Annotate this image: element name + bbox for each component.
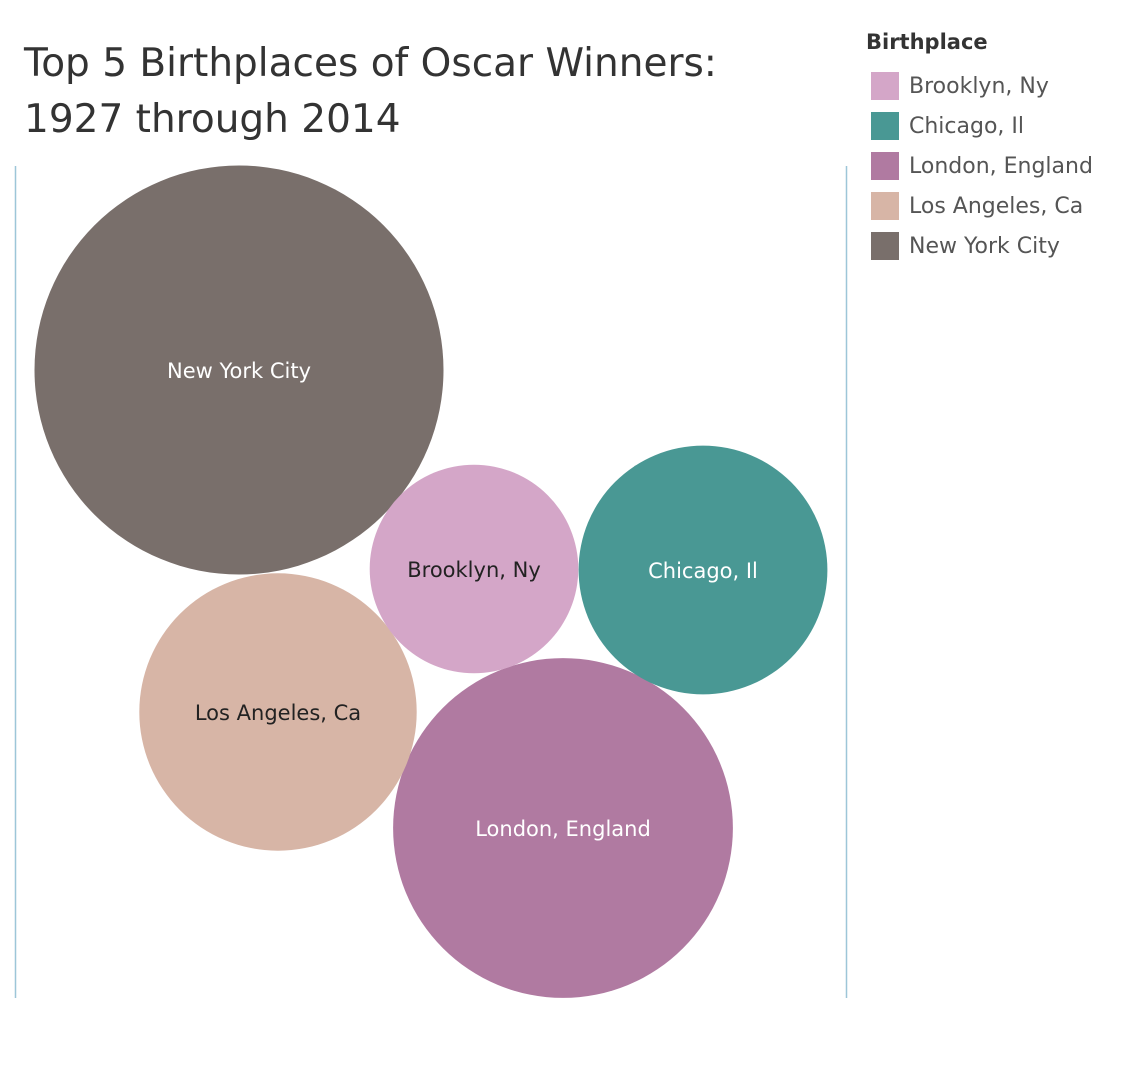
legend-label-brooklyn: Brooklyn, Ny [909,73,1049,99]
bubble-label-chicago-il: Chicago, Il [648,559,758,583]
legend-swatch-new-york-city [871,232,899,260]
legend-item-chicago[interactable]: Chicago, Il [866,106,1116,146]
bubble-new-york-city[interactable] [34,165,444,575]
legend-item-brooklyn[interactable]: Brooklyn, Ny [866,66,1116,106]
bubble-label-new-york-city: New York City [167,359,311,383]
legend-title: Birthplace [866,30,988,54]
legend-label-new-york-city: New York City [909,233,1060,259]
legend-label-chicago: Chicago, Il [909,113,1025,139]
bubble-label-los-angeles-ca: Los Angeles, Ca [195,701,361,725]
bubble-label-brooklyn-ny: Brooklyn, Ny [407,558,541,582]
legend-list: Brooklyn, Ny Chicago, Il London, England… [866,66,1116,266]
bubble-brooklyn-ny[interactable] [369,464,579,674]
legend-item-new-york-city[interactable]: New York City [866,226,1116,266]
legend-swatch-chicago [871,112,899,140]
legend-swatch-brooklyn [871,72,899,100]
legend-swatch-london [871,152,899,180]
legend-label-london: London, England [909,153,1093,179]
legend-swatch-los-angeles [871,192,899,220]
bubble-los-angeles-ca[interactable] [139,573,417,851]
bubble-london-england[interactable] [393,658,733,998]
legend-item-london[interactable]: London, England [866,146,1116,186]
bubble-layer: New York City London, England Los Angeles,… [34,165,828,998]
bubble-label-london-england: London, England [475,817,651,841]
legend: Birthplace Brooklyn, Ny Chicago, Il Lond… [866,28,1116,266]
legend-label-los-angeles: Los Angeles, Ca [909,193,1084,219]
chart-title: Top 5 Birthplaces of Oscar Winners: 1927… [24,41,717,142]
legend-item-los-angeles[interactable]: Los Angeles, Ca [866,186,1116,226]
bubble-chicago-il[interactable] [578,445,828,695]
